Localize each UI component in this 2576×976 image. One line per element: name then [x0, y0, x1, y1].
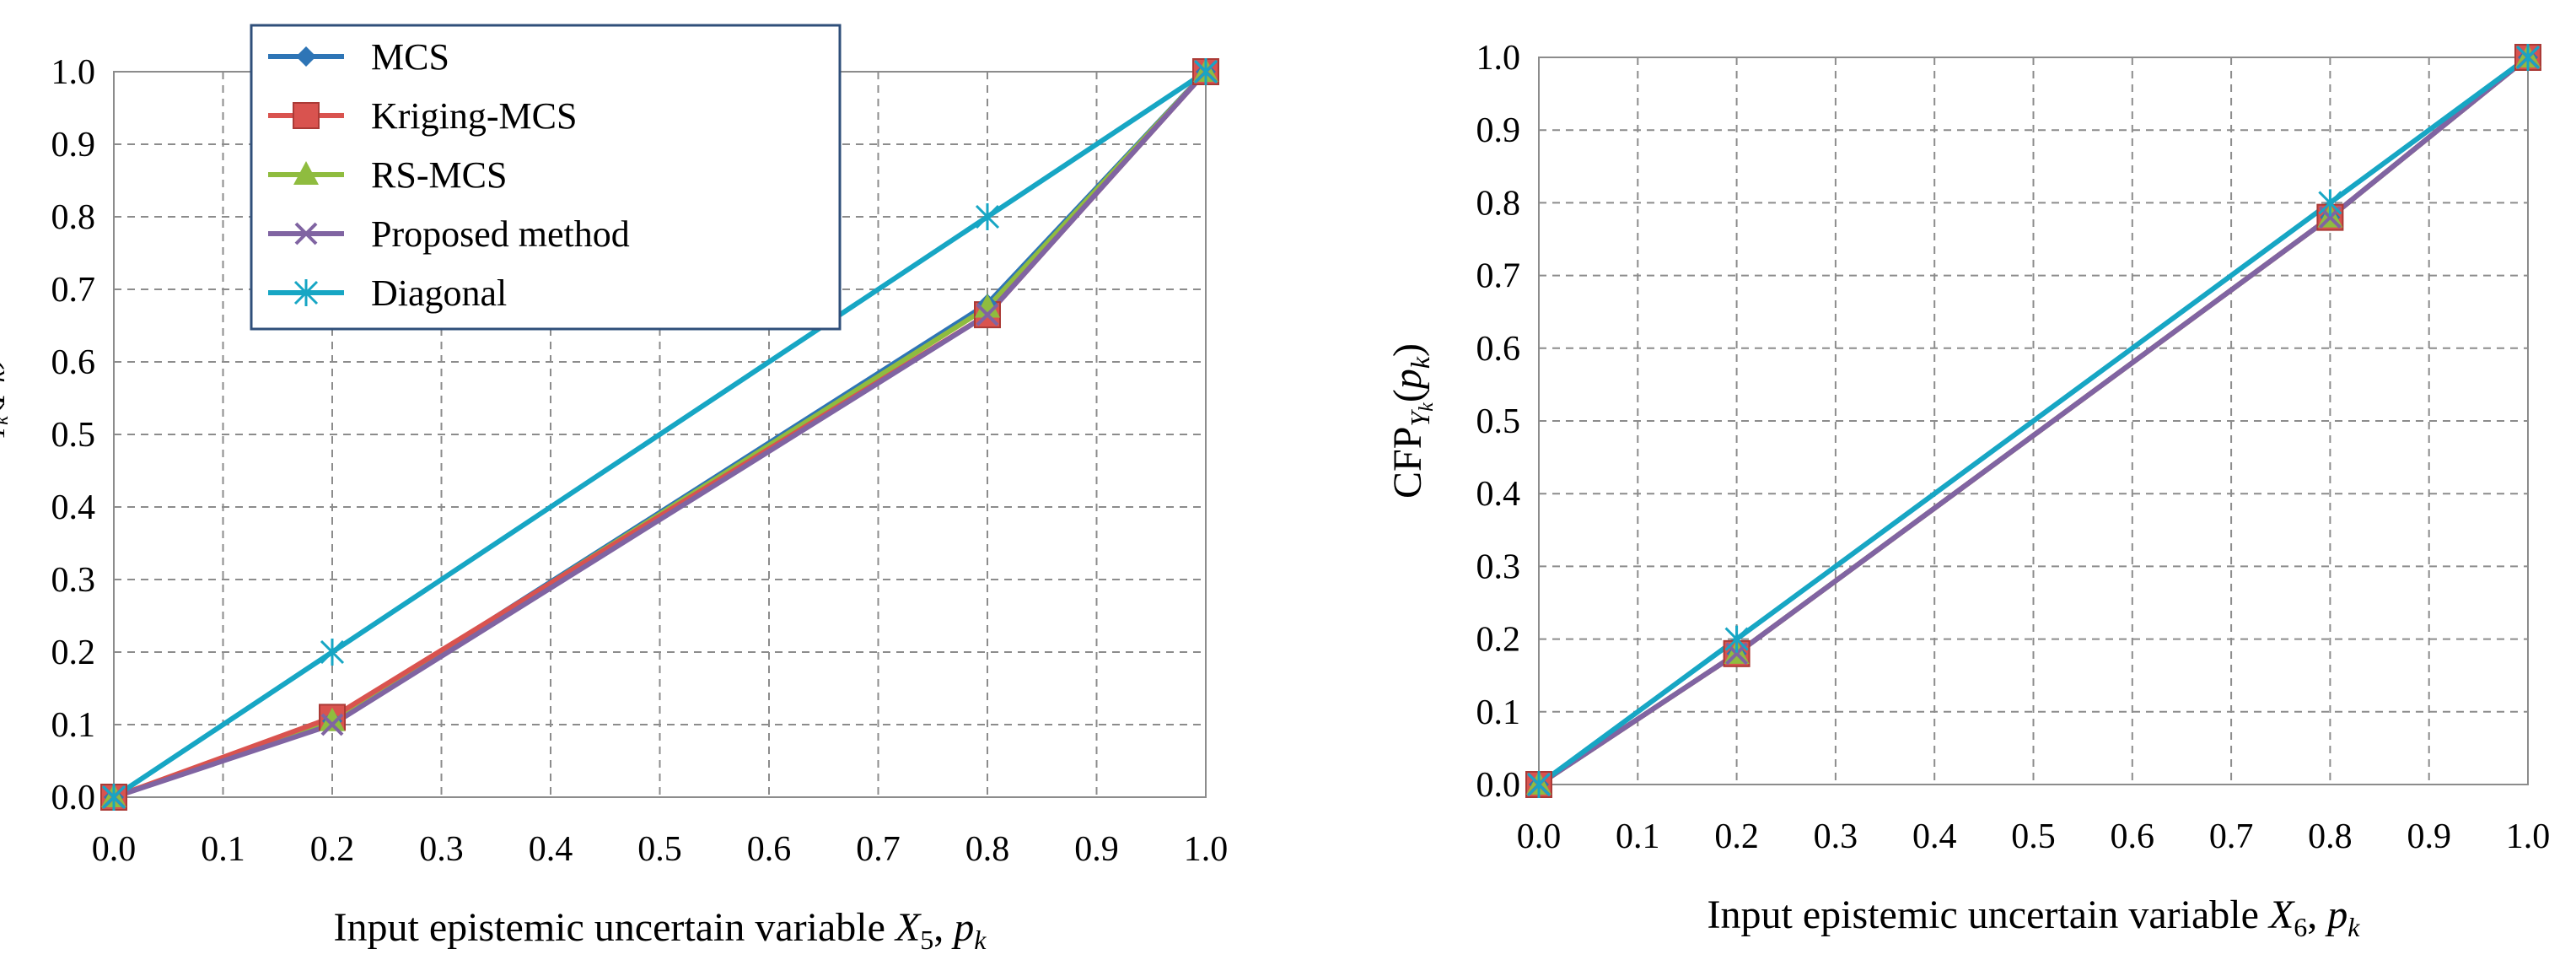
- y-tick-label: 0.1: [1476, 693, 1521, 732]
- legend-label: Proposed method: [371, 213, 630, 255]
- y-axis-label: CFPYk(pk): [1385, 343, 1438, 499]
- data-point-diagonal: [101, 784, 126, 811]
- plot-frame: [1538, 57, 2529, 785]
- x-tick-label: 0.1: [201, 830, 245, 869]
- x-tick-label: 0.4: [529, 830, 573, 869]
- x-tick-label: 0.3: [1814, 817, 1858, 856]
- x-tick-label: 1.0: [2506, 817, 2551, 856]
- y-tick-label: 0.8: [1476, 184, 1521, 223]
- y-tick-label: 0.9: [51, 126, 96, 164]
- x-tick-label: 0.8: [965, 830, 1010, 869]
- x-tick-label: 0.1: [1616, 817, 1660, 856]
- legend-label: Kriging-MCS: [371, 95, 577, 137]
- y-tick-label: 0.2: [1476, 621, 1521, 660]
- y-tick-label: 0.3: [1476, 547, 1521, 586]
- legend-marker: [294, 222, 318, 245]
- series-line-proposed-method: [1537, 55, 2530, 787]
- data-point-diagonal: [2318, 189, 2342, 217]
- x-tick-label: 0.0: [1517, 817, 1562, 856]
- x-tick-label: 0.9: [1074, 830, 1119, 869]
- y-tick-label: 0.0: [1476, 766, 1521, 805]
- legend-marker: [293, 279, 319, 306]
- y-tick-label: 0.6: [51, 343, 96, 382]
- x-axis-label: Input epistemic uncertain variable X5, p…: [334, 905, 987, 955]
- chart-2: 0.0 0.1 0.2 0.3 0.4 0.5 0.6 0.7 0.8 0.9 1.0 0.0 0.1 0…: [1385, 39, 2550, 942]
- data-point-diagonal: [2515, 44, 2541, 71]
- x-tick-label: 0.8: [2308, 817, 2353, 856]
- data-point-rs-mcs: [320, 707, 345, 731]
- series-line-diagonal: [112, 69, 1207, 800]
- y-tick-label: 0.4: [51, 488, 96, 527]
- data-point-rs-mcs: [975, 294, 1000, 318]
- y-tick-label: 0.7: [1476, 257, 1521, 296]
- legend-label: RS-MCS: [371, 154, 507, 196]
- series-line-proposed-method: [113, 69, 1208, 800]
- legend-label: Diagonal: [371, 272, 507, 314]
- legend-marker: [296, 46, 316, 67]
- data-point-proposed-method: [320, 713, 344, 736]
- x-tick-label: 0.6: [2111, 817, 2155, 856]
- y-tick-label: 1.0: [51, 53, 96, 92]
- data-point-proposed-method: [976, 303, 999, 326]
- y-tick-label: 0.0: [51, 779, 96, 817]
- x-tick-label: 0.5: [2011, 817, 2056, 856]
- x-tick-label: 0.3: [419, 830, 464, 869]
- x-tick-label: 0.2: [1714, 817, 1759, 856]
- legend-label: MCS: [371, 36, 449, 78]
- series-group: [1525, 44, 2541, 798]
- y-tick-label: 0.3: [51, 561, 96, 600]
- x-tick-label: 0.4: [1912, 817, 1957, 856]
- series-group: [100, 58, 1219, 811]
- gridlines: [1539, 57, 2528, 785]
- x-tick-label: 1.0: [1184, 830, 1229, 869]
- x-tick-label: 0.5: [637, 830, 682, 869]
- chart-1: 0.0 0.1 0.2 0.3 0.4 0.5 0.6 0.7 0.8 0.9 1.0 0.0 0.1 0…: [0, 24, 1229, 955]
- x-tick-label: 0.7: [856, 830, 901, 869]
- y-tick-label: 1.0: [1476, 39, 1521, 78]
- y-tick-label: 0.7: [51, 271, 96, 310]
- data-point-diagonal: [975, 203, 1000, 230]
- x-tick-label: 0.9: [2407, 817, 2451, 856]
- x-tick-label: 0.7: [2209, 817, 2254, 856]
- y-tick-label: 0.9: [1476, 111, 1521, 150]
- x-tick-label: 0.2: [310, 830, 355, 869]
- data-point-diagonal: [1724, 625, 1749, 653]
- series-line-diagonal: [1537, 55, 2530, 787]
- y-tick-label: 0.8: [51, 198, 96, 237]
- legend-box: [250, 24, 842, 331]
- x-axis-label: Input epistemic uncertain variable X6, p…: [1707, 892, 2361, 942]
- y-tick-label: 0.5: [51, 416, 96, 455]
- legend-marker: [293, 161, 319, 185]
- y-axis-label: CFPYk(pk): [0, 357, 13, 512]
- x-tick-label: 0.0: [92, 830, 137, 869]
- y-tick-label: 0.1: [51, 706, 96, 745]
- y-tick-label: 0.6: [1476, 330, 1521, 369]
- y-tick-label: 0.4: [1476, 475, 1521, 514]
- data-point-diagonal: [1526, 771, 1552, 798]
- x-tick-label: 0.6: [747, 830, 792, 869]
- y-tick-label: 0.5: [1476, 402, 1521, 441]
- legend: MCS Kriging-MCS RS-MCS Proposed method Diago…: [250, 24, 842, 331]
- data-point-diagonal: [320, 639, 345, 666]
- y-tick-label: 0.2: [51, 634, 96, 672]
- legend-marker: [293, 102, 320, 129]
- data-point-diagonal: [1193, 58, 1218, 85]
